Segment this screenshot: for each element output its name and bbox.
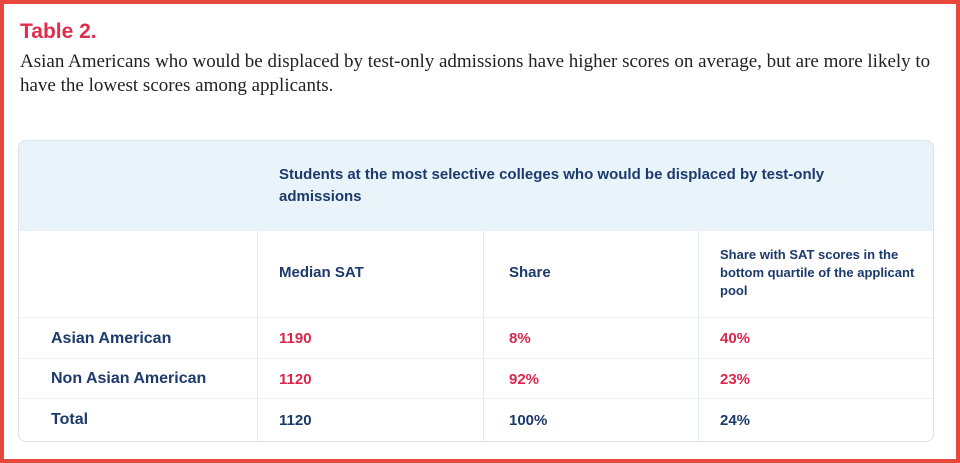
divider — [257, 231, 258, 441]
row-divider — [19, 398, 933, 399]
table-cell: 40% — [720, 330, 751, 347]
title: Table 2. — [20, 20, 97, 43]
divider — [483, 231, 484, 441]
table-cell: 8% — [509, 330, 531, 347]
row-divider — [19, 317, 933, 318]
column-header: Share with SAT scores in the bottom quar… — [720, 247, 915, 298]
table-cell: 100% — [509, 411, 548, 429]
table-cell: 1120 — [279, 370, 312, 388]
table-cell: 1120 — [279, 411, 312, 429]
row-label: Asian American — [51, 329, 172, 347]
table-cell: 24% — [720, 411, 751, 429]
subtitle: Asian Americans who would be displaced b… — [20, 51, 931, 96]
column-header: Share — [509, 264, 551, 281]
header-band — [19, 141, 933, 231]
table-cell: 1190 — [279, 330, 312, 347]
divider — [698, 231, 699, 441]
row-label: Non Asian American — [51, 370, 207, 387]
row-label: Total — [51, 411, 89, 428]
table: Students at the most selective colleges … — [18, 140, 934, 442]
row-divider — [19, 358, 933, 359]
table-cell: 92% — [509, 370, 540, 388]
column-header: Median SAT — [279, 264, 364, 281]
table-cell: 23% — [720, 370, 751, 388]
group-header: Students at the most selective colleges … — [279, 166, 825, 205]
